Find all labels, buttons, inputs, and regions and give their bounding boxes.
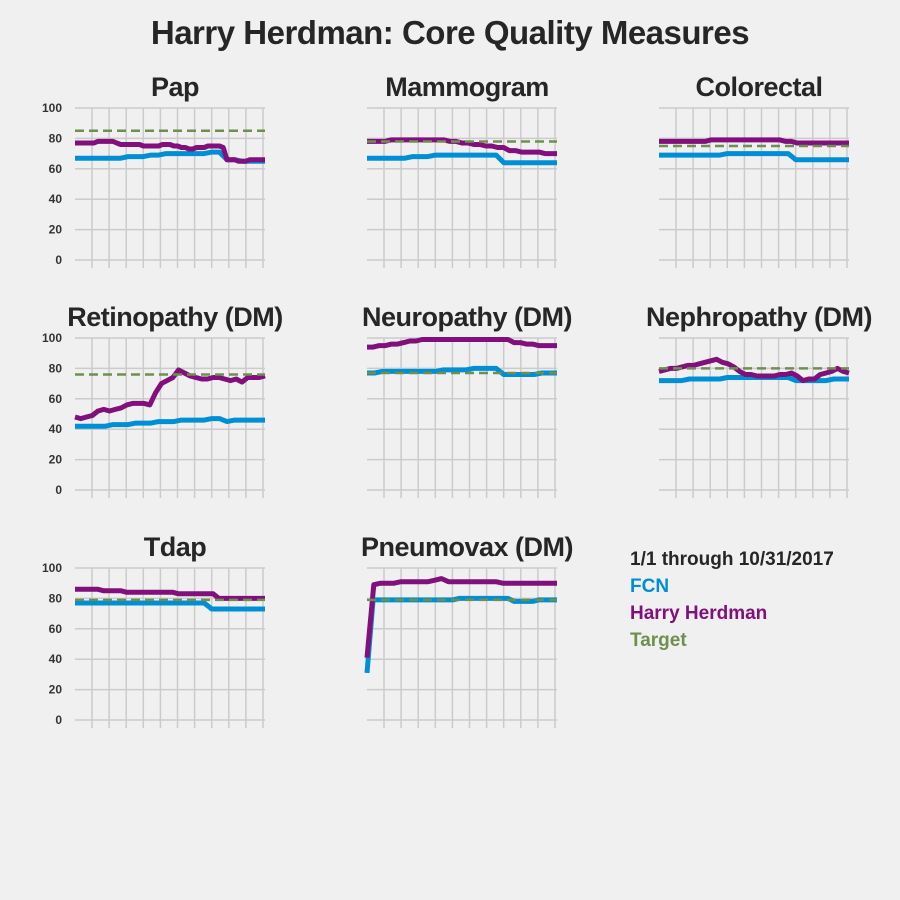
series-line	[75, 138, 265, 164]
chart-panel: Retinopathy (DM) 0 20 40 60 80 100	[30, 302, 320, 512]
chart-title: Nephropathy (DM)	[646, 302, 872, 332]
series-line	[75, 416, 265, 429]
series-line	[367, 137, 557, 157]
chart-plot	[367, 337, 557, 498]
series-line	[658, 356, 850, 384]
y-tick-label: 80	[49, 361, 63, 375]
series-line	[367, 152, 557, 166]
chart-plot: 0 20 40 60 80 100	[42, 101, 265, 268]
series-line	[75, 600, 265, 612]
page-title: Harry Herdman: Core Quality Measures	[150, 14, 750, 51]
legend-period: 1/1 through 10/31/2017	[630, 549, 834, 570]
legend-provider: Harry Herdman	[630, 603, 768, 624]
series-line	[75, 586, 265, 601]
y-tick-label: 40	[49, 652, 63, 666]
chart-title: Colorectal	[695, 72, 823, 102]
chart-title: Pap	[150, 72, 200, 102]
chart-title: Retinopathy (DM)	[67, 302, 283, 332]
chart-title: Mammogram	[385, 72, 549, 102]
chart-plot: 0 20 40 60 80 100	[42, 331, 266, 498]
y-tick-label: 80	[49, 591, 63, 605]
chart-title: Pneumovax (DM)	[360, 532, 574, 562]
chart-panel: Pneumovax (DM)	[322, 532, 612, 742]
chart-panel: Pap 0 20 40 60 80 100	[30, 72, 320, 282]
chart-panel: Nephropathy (DM)	[614, 302, 900, 512]
y-tick-label: 0	[55, 713, 62, 727]
y-tick-label: 40	[49, 192, 63, 206]
chart-plot	[659, 107, 849, 268]
series-line	[364, 576, 557, 658]
chart-plot	[364, 567, 557, 728]
chart-panel: Mammogram	[322, 72, 612, 282]
y-tick-label: 20	[49, 453, 63, 467]
chart-title: Neuropathy (DM)	[362, 302, 573, 332]
series-line	[367, 365, 557, 377]
y-tick-label: 100	[42, 561, 62, 575]
y-tick-label: 80	[49, 131, 63, 145]
chart-plot	[367, 107, 557, 268]
legend-fcn: FCN	[630, 576, 670, 597]
legend: 1/1 through 10/31/2017 FCN Harry Herdman…	[630, 546, 834, 654]
y-tick-label: 60	[49, 622, 63, 636]
y-tick-label: 20	[49, 683, 63, 697]
y-tick-label: 0	[55, 253, 62, 267]
series-line	[364, 595, 557, 674]
y-tick-label: 60	[49, 162, 63, 176]
chart-panel: Colorectal	[614, 72, 900, 282]
y-tick-label: 60	[49, 392, 63, 406]
series-line	[659, 137, 849, 146]
y-tick-label: 20	[49, 223, 63, 237]
y-tick-label: 100	[42, 101, 62, 115]
series-line	[74, 367, 266, 422]
y-tick-label: 40	[49, 422, 63, 436]
chart-title: Tdap	[143, 532, 207, 562]
chart-plot: 0 20 40 60 80 100	[42, 561, 265, 728]
y-tick-label: 100	[42, 331, 62, 345]
y-tick-label: 0	[55, 483, 62, 497]
chart-panel: Tdap 0 20 40 60 80 100	[30, 532, 320, 742]
series-line	[659, 375, 849, 384]
chart-panel: Neuropathy (DM)	[322, 302, 612, 512]
legend-target: Target	[630, 630, 687, 651]
series-line	[367, 337, 557, 350]
series-line	[659, 151, 849, 163]
chart-plot	[658, 337, 850, 498]
